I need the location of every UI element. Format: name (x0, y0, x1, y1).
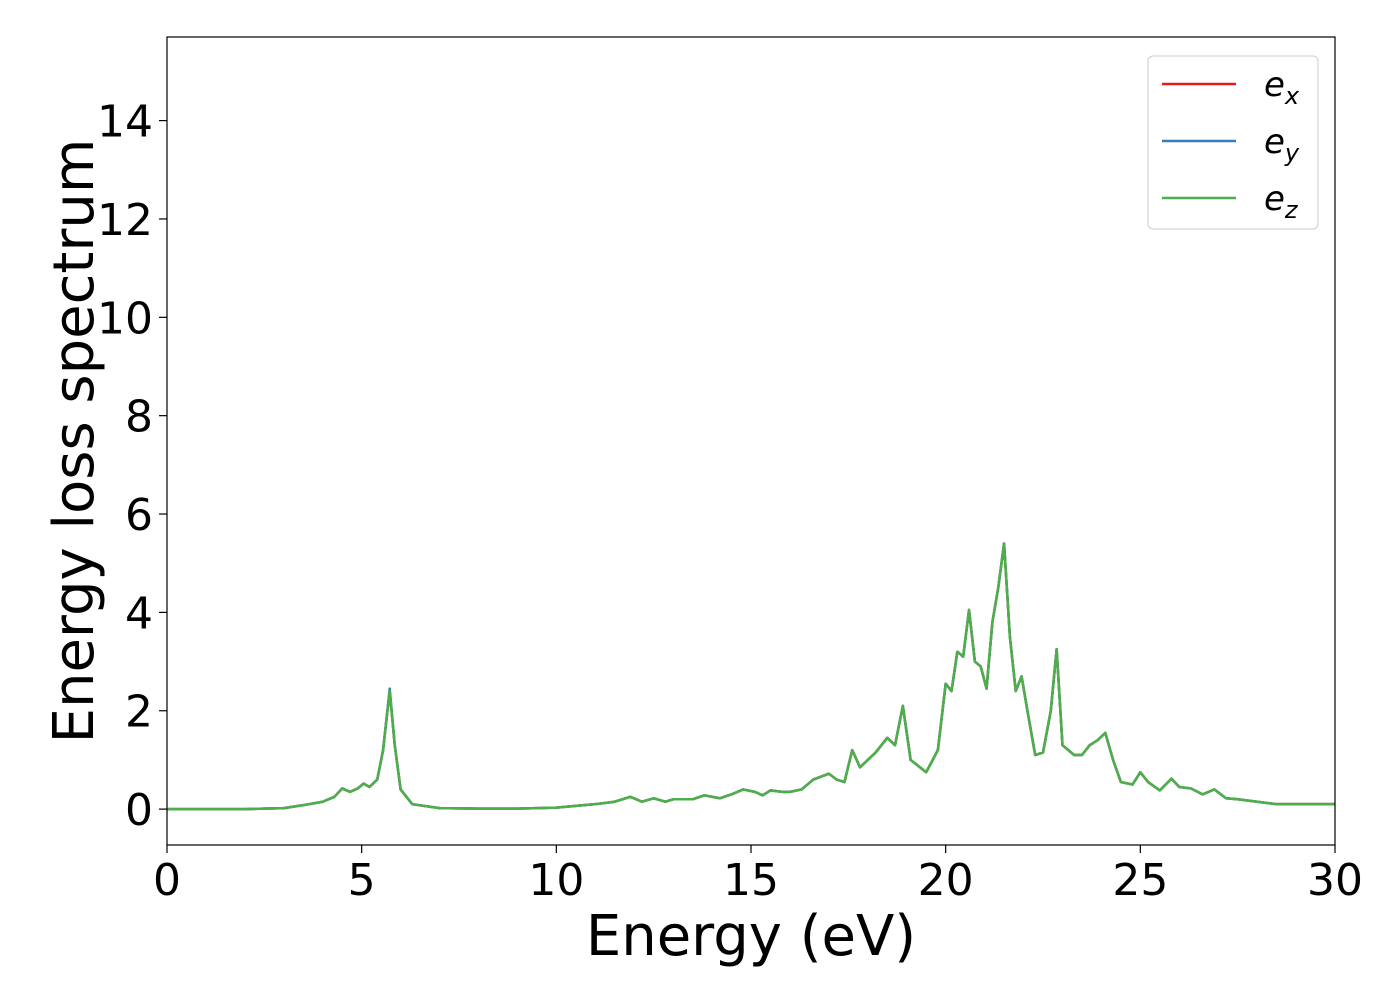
data-line (167, 542, 1335, 811)
legend: ex ey ez (1147, 55, 1319, 230)
y-tick-label: 10 (97, 293, 153, 344)
legend-label: ex (1264, 65, 1300, 110)
x-tick-label: 5 (348, 855, 376, 906)
data-line (167, 542, 1335, 811)
x-axis-label: Energy (eV) (586, 904, 916, 969)
x-tick-label: 30 (1307, 855, 1363, 906)
legend-label: ez (1264, 179, 1299, 224)
data-line (167, 542, 1335, 811)
y-tick-label: 6 (125, 490, 153, 541)
y-tick-label: 12 (97, 195, 153, 246)
legend-label: ey (1264, 122, 1300, 167)
x-tick-label: 0 (153, 855, 181, 906)
plot-frame (166, 36, 1336, 846)
y-axis-label: Energy loss spectrum (42, 139, 107, 744)
legend-box (1147, 55, 1319, 230)
y-tick-label: 2 (125, 687, 153, 738)
x-tick-label: 25 (1112, 855, 1168, 906)
y-tick-label: 14 (97, 97, 153, 148)
y-tick-label: 8 (125, 392, 153, 443)
y-tick-label: 4 (125, 588, 153, 639)
x-tick-label: 20 (918, 855, 974, 906)
x-tick-label: 10 (528, 855, 584, 906)
x-tick-label: 15 (723, 855, 779, 906)
y-tick-label: 0 (125, 785, 153, 836)
